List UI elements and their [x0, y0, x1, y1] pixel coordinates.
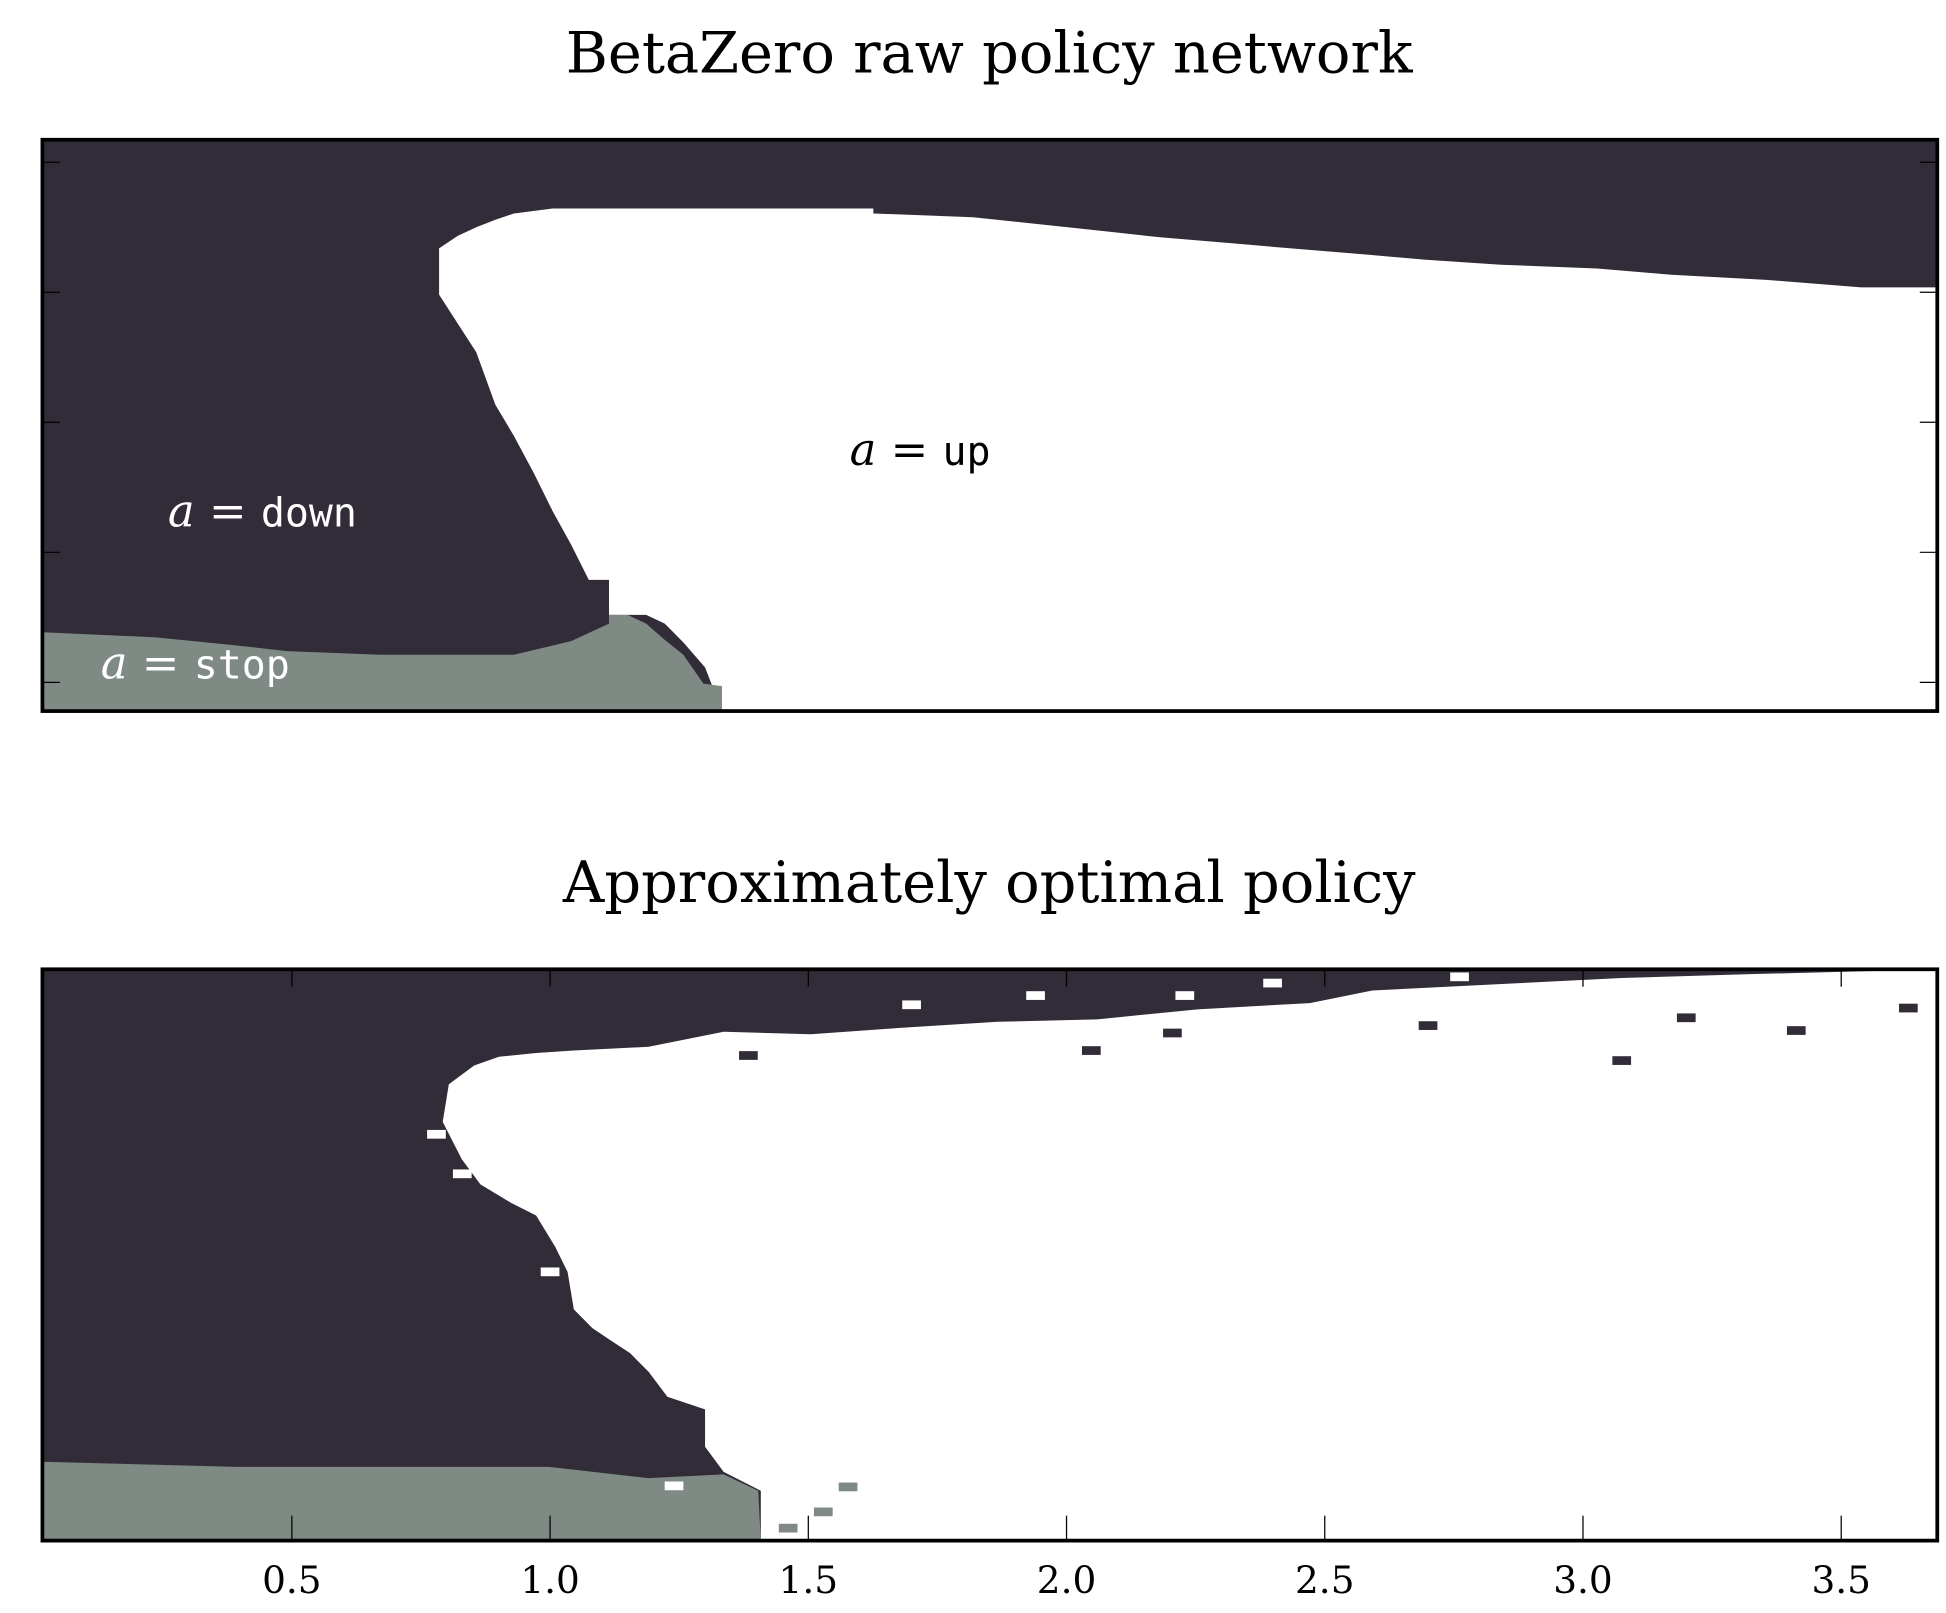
x-tick-label: 2.0	[1037, 1558, 1096, 1602]
cell-up	[664, 1481, 684, 1491]
region-stop	[42, 1461, 761, 1541]
region-label-down: a = down	[168, 484, 357, 537]
label-action: stop	[194, 642, 290, 688]
plot-frame	[40, 967, 1940, 1543]
x-tick-label: 1.5	[779, 1558, 838, 1602]
label-equals: =	[128, 636, 194, 689]
cell-up	[902, 1000, 921, 1010]
label-equals: =	[876, 423, 942, 476]
cell-down	[1612, 1056, 1632, 1065]
cell-down	[739, 1051, 758, 1060]
cell-down	[1418, 1021, 1438, 1030]
label-equals: =	[195, 484, 261, 537]
cell-down	[1786, 1026, 1806, 1035]
cell-stop	[813, 1507, 833, 1517]
cell-up	[1450, 972, 1469, 982]
bottom-plot: 0.5 1.0 1.5 2.0 2.5 3.0 3.5	[40, 967, 1940, 1602]
region-up	[442, 969, 1938, 1541]
top-plot-title: BetaZero raw policy network	[566, 19, 1414, 86]
cell-up	[1026, 991, 1045, 1000]
cell-down	[1163, 1028, 1182, 1038]
cell-up	[540, 1267, 560, 1277]
cell-stop	[778, 1523, 798, 1533]
label-variable: a	[101, 636, 128, 689]
cell-up	[1263, 978, 1282, 988]
x-tick-label: 2.5	[1295, 1558, 1355, 1602]
cell-up	[452, 1169, 472, 1179]
heatmap-area	[42, 139, 1938, 712]
cell-stop	[838, 1482, 858, 1492]
cell-down	[1081, 1046, 1101, 1055]
x-tick-label: 3.0	[1553, 1558, 1613, 1602]
label-variable: a	[168, 484, 195, 537]
cell-down	[1898, 1003, 1918, 1013]
bottom-plot-title: Approximately optimal policy	[562, 849, 1416, 916]
cell-down	[1676, 1013, 1696, 1023]
region-label-stop: a = stop	[101, 636, 290, 689]
cell-up	[1175, 991, 1195, 1000]
region-label-up: a = up	[850, 423, 991, 476]
x-tick-label: 0.5	[262, 1558, 322, 1602]
region-up	[439, 208, 1938, 712]
x-tick-label: 3.5	[1811, 1558, 1871, 1602]
label-action: down	[261, 490, 357, 536]
cell-up	[427, 1129, 446, 1139]
label-action: up	[943, 429, 991, 475]
x-tick-label: 1.0	[520, 1558, 580, 1602]
region-stop	[42, 614, 723, 712]
heatmap-area	[42, 969, 1938, 1541]
plot-frame	[40, 137, 1940, 713]
label-variable: a	[850, 423, 877, 476]
